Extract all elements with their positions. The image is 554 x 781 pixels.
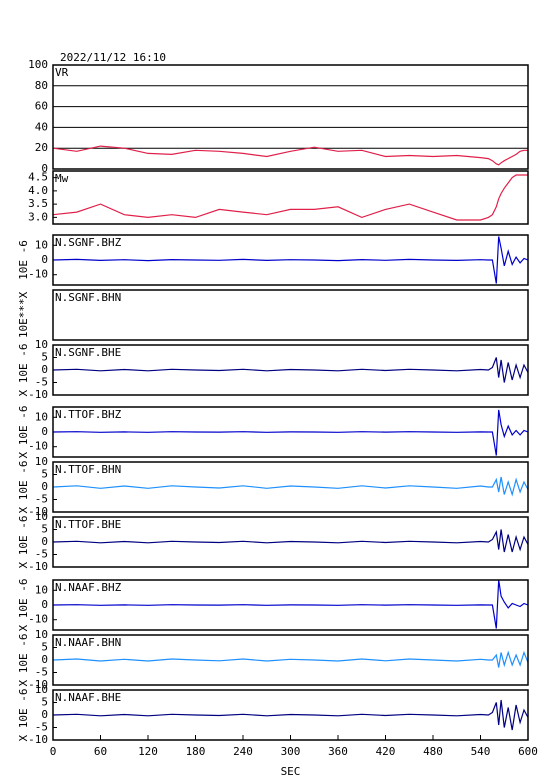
panel-frame	[52, 579, 529, 631]
x-tick-label: 0	[50, 745, 57, 758]
y-tick-label: 5	[41, 523, 48, 536]
y-axis-label: 10E***X	[17, 291, 30, 338]
x-tick-label: 600	[518, 745, 538, 758]
y-tick-label: -10	[28, 733, 48, 746]
y-axis-label: X 10E -6	[17, 344, 30, 397]
panel-frame	[52, 289, 529, 341]
trace	[52, 236, 529, 284]
x-axis-label: SEC	[281, 765, 301, 778]
trace	[52, 699, 529, 731]
panel-label: VR	[55, 66, 69, 79]
panel-frame	[52, 64, 529, 170]
trace	[52, 357, 529, 383]
x-tick-label: 300	[281, 745, 301, 758]
y-tick-label: 5	[41, 468, 48, 481]
panel-label: N.SGNF.BHN	[55, 291, 121, 304]
y-axis-label: X 10E -6	[17, 516, 30, 569]
y-axis-label: X 10E -6	[17, 634, 30, 687]
y-tick-label: 80	[35, 79, 48, 92]
y-tick-label: 3.0	[28, 210, 48, 223]
y-tick-label: 0	[41, 653, 48, 666]
y-tick-label: 10	[35, 683, 48, 696]
panel-label: N.NAAF.BHZ	[55, 581, 122, 594]
y-tick-label: 60	[35, 100, 48, 113]
x-tick-label: 60	[94, 745, 107, 758]
panel-frame	[52, 634, 529, 686]
trace	[52, 529, 529, 553]
y-tick-label: 0	[41, 162, 48, 175]
y-tick-label: -10	[28, 388, 48, 401]
panel-label: N.TTOF.BHN	[55, 463, 121, 476]
y-tick-label: -10	[28, 440, 48, 453]
panel-frame	[52, 406, 529, 458]
y-tick-label: 40	[35, 120, 48, 133]
panel-label: N.SGNF.BHZ	[55, 236, 122, 249]
panel-frame	[52, 461, 529, 513]
x-tick-label: 480	[423, 745, 443, 758]
y-tick-label: 3.5	[28, 197, 48, 210]
y-axis-label: 10E -6	[17, 240, 30, 280]
y-tick-label: -10	[28, 678, 48, 691]
y-tick-label: 5	[41, 641, 48, 654]
panel-frame	[52, 516, 529, 568]
y-tick-label: 0	[41, 253, 48, 266]
y-axis-label: X 10E -6	[17, 461, 30, 514]
y-tick-label: 0	[41, 598, 48, 611]
y-tick-label: 10	[35, 338, 48, 351]
panel-label: N.SGNF.BHE	[55, 346, 121, 359]
x-tick-label: 540	[471, 745, 491, 758]
y-tick-label: 100	[28, 58, 48, 71]
y-tick-label: 0	[41, 535, 48, 548]
x-tick-label: 120	[138, 745, 158, 758]
y-tick-label: 10	[35, 410, 48, 423]
y-tick-label: -5	[35, 376, 48, 389]
y-tick-label: 0	[41, 708, 48, 721]
y-tick-label: -10	[28, 560, 48, 573]
y-tick-label: 10	[35, 510, 48, 523]
y-tick-label: 10	[35, 455, 48, 468]
y-tick-label: 5	[41, 351, 48, 364]
y-tick-label: 0	[41, 363, 48, 376]
panel-frame	[52, 170, 529, 225]
panel-label: Mw	[55, 172, 69, 185]
x-tick-label: 360	[328, 745, 348, 758]
trace	[52, 650, 529, 668]
y-tick-label: -10	[28, 505, 48, 518]
panel-label: N.TTOF.BHE	[55, 518, 121, 531]
y-tick-label: -5	[35, 666, 48, 679]
trace	[52, 409, 529, 456]
y-tick-label: -5	[35, 493, 48, 506]
y-tick-label: 0	[41, 425, 48, 438]
y-tick-label: 10	[35, 238, 48, 251]
trace	[52, 476, 529, 497]
y-axis-label: X 10E -6	[17, 406, 30, 459]
y-tick-label: -5	[35, 548, 48, 561]
trace	[52, 174, 528, 221]
chart-title: 2022/11/12 16:10	[60, 51, 166, 64]
x-tick-label: 240	[233, 745, 253, 758]
y-tick-label: 0	[41, 480, 48, 493]
y-tick-label: 4.5	[28, 171, 48, 184]
panel-label: N.NAAF.BHE	[55, 691, 121, 704]
y-tick-label: 20	[35, 141, 48, 154]
x-tick-label: 180	[186, 745, 206, 758]
trace	[52, 579, 529, 629]
panel-label: N.NAAF.BHN	[55, 636, 121, 649]
panel-frame	[52, 234, 529, 286]
y-tick-label: 4.0	[28, 184, 48, 197]
y-tick-label: 10	[35, 583, 48, 596]
panel-label: N.TTOF.BHZ	[55, 408, 122, 421]
y-axis-label: X 10E -6	[17, 689, 30, 742]
y-tick-label: -5	[35, 721, 48, 734]
y-axis-label: X 10E -6	[17, 579, 30, 632]
trace	[52, 145, 528, 166]
y-tick-label: -10	[28, 613, 48, 626]
y-tick-label: 10	[35, 628, 48, 641]
y-tick-label: 5	[41, 696, 48, 709]
y-tick-label: -10	[28, 268, 48, 281]
x-tick-label: 420	[376, 745, 396, 758]
panel-frame	[52, 344, 529, 396]
